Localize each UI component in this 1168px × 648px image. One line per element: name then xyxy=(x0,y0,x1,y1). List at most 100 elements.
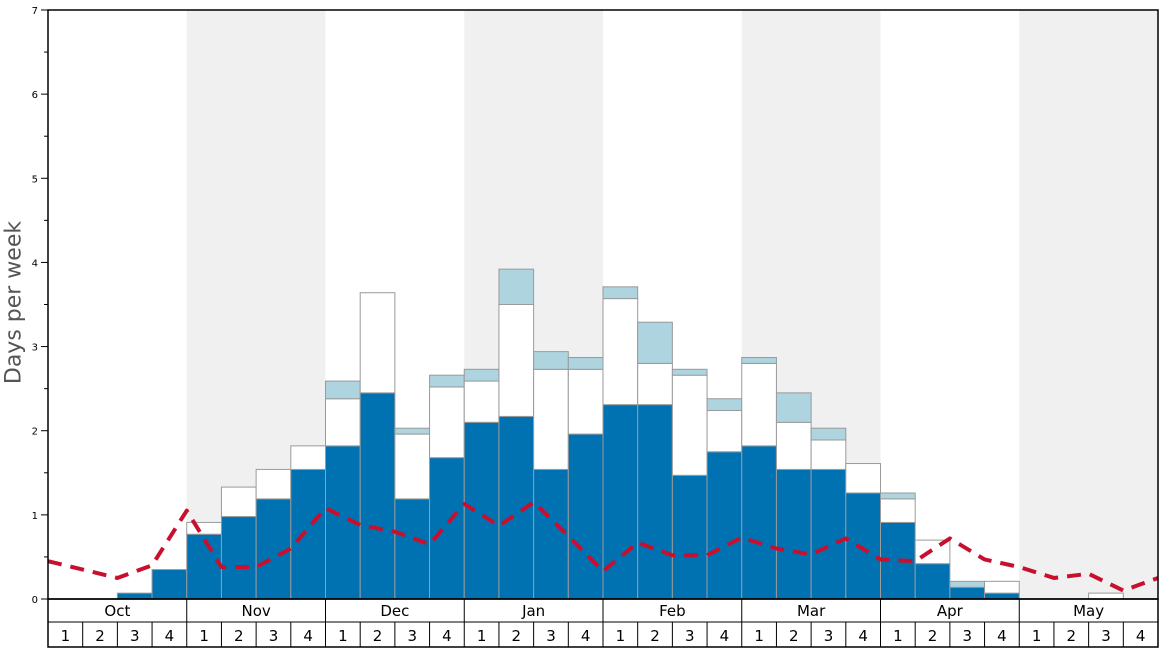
bar-base xyxy=(116,592,153,600)
month-label: Jan xyxy=(521,602,545,620)
bar-base xyxy=(186,533,222,600)
bar-top xyxy=(533,351,569,370)
y-tick-label: 6 xyxy=(32,90,38,101)
bar-base xyxy=(359,392,396,600)
week-label: 3 xyxy=(1101,627,1111,645)
y-tick-label: 1 xyxy=(32,511,38,522)
bar-top xyxy=(671,368,708,376)
y-tick-label: 0 xyxy=(32,595,38,606)
week-label: 3 xyxy=(130,627,140,645)
bar-mid xyxy=(220,486,257,518)
month-label: Apr xyxy=(937,602,964,620)
bar-base xyxy=(984,592,1020,600)
bar-mid xyxy=(880,498,916,523)
bar-mid xyxy=(602,298,639,406)
week-label: 3 xyxy=(407,627,417,645)
month-label: Nov xyxy=(241,602,270,620)
bar-top xyxy=(463,368,500,382)
month-label: Feb xyxy=(659,602,686,620)
week-label: 4 xyxy=(720,627,730,645)
bar-base xyxy=(741,445,777,600)
week-label: 1 xyxy=(754,627,764,645)
month-label: Dec xyxy=(380,602,409,620)
week-label: 1 xyxy=(338,627,348,645)
week-label: 2 xyxy=(234,627,244,645)
bar-mid xyxy=(775,421,812,470)
y-tick-label: 2 xyxy=(32,427,38,438)
bar-top xyxy=(810,427,847,441)
y-tick-label: 5 xyxy=(32,174,38,185)
bar-mid xyxy=(429,386,465,459)
bar-mid xyxy=(671,374,708,476)
bar-mid xyxy=(359,292,396,394)
bar-base xyxy=(949,586,986,600)
bar-top xyxy=(741,357,777,364)
bar-mid xyxy=(706,410,743,453)
bar-base xyxy=(671,474,708,600)
bar-mid xyxy=(186,521,222,535)
bar-base xyxy=(810,468,847,600)
month-label: Oct xyxy=(104,602,130,620)
bar-top xyxy=(429,374,465,388)
week-label: 4 xyxy=(303,627,313,645)
week-label: 3 xyxy=(824,627,834,645)
week-label: 4 xyxy=(165,627,175,645)
bar-mid xyxy=(394,433,431,500)
bar-top xyxy=(567,357,604,370)
bar-base xyxy=(567,433,604,600)
month-label: Mar xyxy=(797,602,826,620)
bar-mid xyxy=(498,304,535,417)
bar-base xyxy=(255,498,292,600)
bar-base xyxy=(151,569,188,600)
bar-base xyxy=(602,404,639,600)
bar-base xyxy=(914,563,951,600)
week-label: 2 xyxy=(95,627,105,645)
week-label: 1 xyxy=(61,627,71,645)
bar-mid xyxy=(984,580,1020,594)
bar-mid xyxy=(637,362,673,406)
week-label: 2 xyxy=(789,627,799,645)
y-axis: 0 1 2 3 4 5 6 7 xyxy=(32,6,48,606)
week-label: 3 xyxy=(269,627,279,645)
week-label: 3 xyxy=(546,627,556,645)
bar-top xyxy=(498,268,535,306)
bar-base xyxy=(394,498,431,600)
week-label: 2 xyxy=(928,627,938,645)
bar-top xyxy=(637,321,673,364)
bar-mid xyxy=(741,362,777,447)
bar-top xyxy=(949,580,986,588)
y-axis-label: Days per week xyxy=(1,220,27,385)
bar-top xyxy=(706,398,743,412)
week-label: 2 xyxy=(650,627,660,645)
week-label: 2 xyxy=(373,627,383,645)
week-label: 2 xyxy=(512,627,522,645)
week-label: 4 xyxy=(581,627,591,645)
bar-top xyxy=(325,380,361,400)
bar-mid xyxy=(567,368,604,435)
week-label: 4 xyxy=(997,627,1007,645)
bar-mid xyxy=(255,468,292,500)
week-label: 3 xyxy=(962,627,972,645)
y-tick-label: 7 xyxy=(32,6,38,17)
bar-base xyxy=(533,468,569,600)
bar-top xyxy=(775,392,812,423)
bar-mid xyxy=(533,368,569,470)
month-label: May xyxy=(1073,602,1104,620)
bar-base xyxy=(290,468,326,600)
week-label: 1 xyxy=(893,627,903,645)
bar-top xyxy=(880,492,916,500)
bar-base xyxy=(429,457,465,600)
bar-mid xyxy=(290,445,326,470)
week-label: 2 xyxy=(1067,627,1077,645)
bar-top xyxy=(602,286,639,300)
month-band-may xyxy=(1019,10,1158,599)
bar-base xyxy=(775,468,812,600)
bar-base xyxy=(845,492,881,600)
week-label: 3 xyxy=(685,627,695,645)
week-label: 1 xyxy=(199,627,209,645)
bar-mid xyxy=(810,439,847,470)
y-tick-label: 4 xyxy=(32,258,38,269)
bar-base xyxy=(637,404,673,600)
week-label: 1 xyxy=(477,627,487,645)
